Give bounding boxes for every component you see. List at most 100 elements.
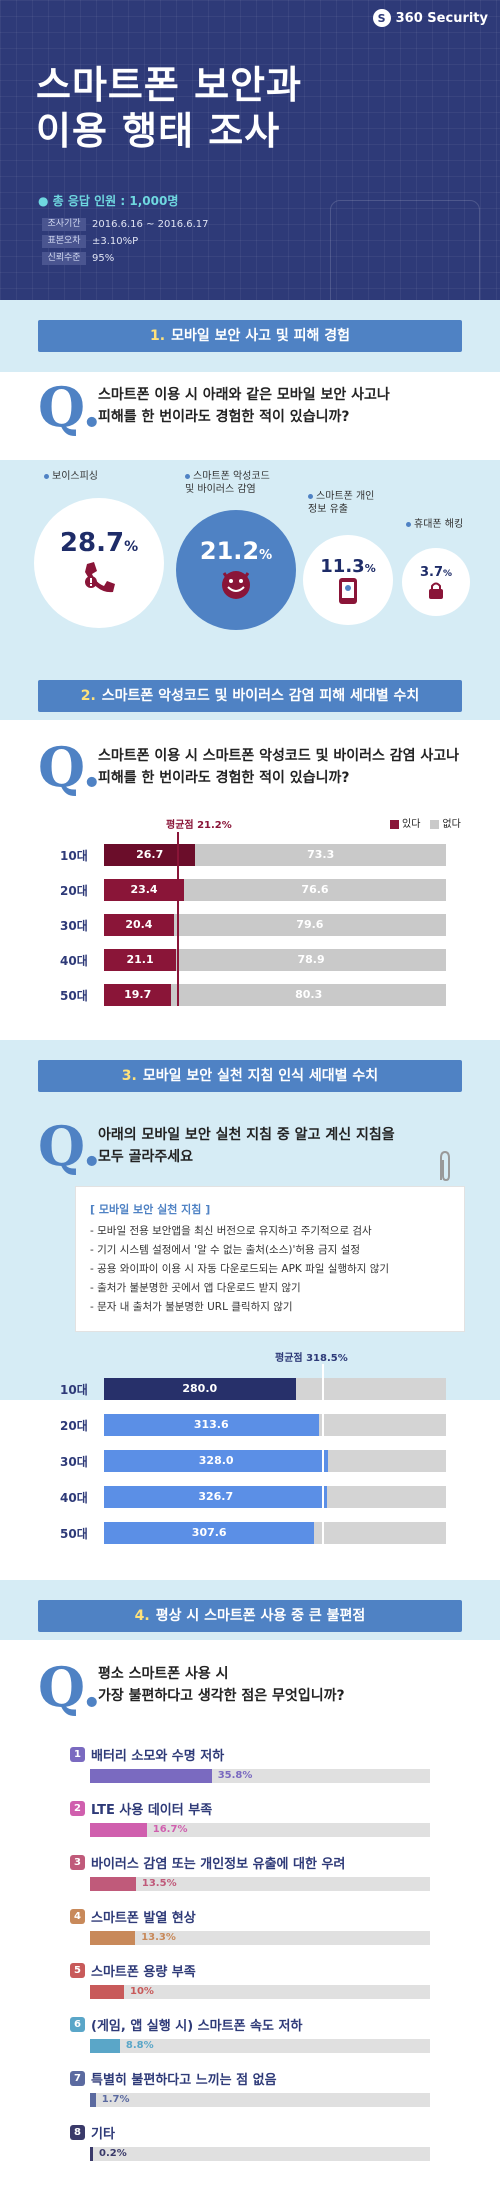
category-label: 20대: [60, 883, 88, 898]
bar-row: 30대 20.4 79.6: [60, 914, 446, 936]
meta-row: 표본오차 ±3.10%P: [42, 233, 209, 250]
bar-track: 313.6: [104, 1414, 446, 1436]
rank-label: 3 바이러스 감염 또는 개인정보 유출에 대한 우려: [70, 1853, 430, 1872]
title-line-2: 이용 행태 조사: [36, 109, 281, 153]
value-no: 80.3: [295, 988, 323, 1001]
meta-row: 신뢰수준 95%: [42, 250, 209, 267]
bar-row: 20대 313.6: [60, 1414, 446, 1436]
bar-track: 21.1 78.9: [104, 949, 446, 971]
bar-value: [104, 1486, 328, 1508]
question-line: 스마트폰 이용 시 스마트폰 악성코드 및 바이러스 감염 사고나: [98, 748, 459, 764]
section-title-text: 모바일 보안 실천 지침 인식 세대별 수치: [142, 1068, 379, 1084]
bar-no: [195, 844, 446, 866]
value-label: 328.0: [198, 1454, 234, 1467]
rank-text: 특별히 불편하다고 느끼는 점 없음: [91, 2073, 277, 2088]
rank-track: 35.8%: [90, 1769, 430, 1783]
rank-fill: [90, 1985, 124, 1999]
rank-fill: [90, 1823, 147, 1837]
average-line: [176, 832, 179, 1006]
rank-number: 5: [70, 1963, 85, 1978]
rank-fill: [90, 1877, 136, 1891]
category-label: 10대: [60, 1382, 88, 1397]
rank-label: 1 배터리 소모와 수명 저하: [70, 1745, 430, 1764]
rank-label: 8 기타: [70, 2123, 430, 2142]
rank-item: 1 배터리 소모와 수명 저하 35.8%: [70, 1745, 430, 1783]
respondent-text: 총 응답 인원 : 1,000명: [52, 194, 179, 208]
rank-number: 8: [70, 2125, 85, 2140]
bar-yes: [104, 879, 185, 901]
bar-row: 40대 326.7: [60, 1486, 446, 1508]
value-yes: 19.7: [124, 988, 152, 1001]
rank-text: 스마트폰 용량 부족: [91, 1965, 196, 1980]
category-label: 30대: [60, 1454, 88, 1469]
category-label: 40대: [60, 953, 88, 968]
value-yes: 23.4: [130, 883, 158, 896]
q-mark: Q.: [38, 375, 102, 439]
guide-title: [ 모바일 보안 실천 지침 ]: [90, 1203, 211, 1216]
legend-no: 없다: [430, 815, 461, 830]
rank-text: 스마트폰 발열 현상: [91, 1911, 196, 1926]
q-mark: Q.: [38, 1655, 102, 1719]
question-line: 피해를 한 번이라도 경험한 적이 있습니까?: [98, 409, 350, 425]
stat-value: 3.7%: [420, 565, 452, 580]
guide-item: 기기 시스템 설정에서 '알 수 없는 출처(소스)'허용 금지 설정: [90, 1241, 450, 1260]
rank-fill: [90, 1769, 212, 1783]
rank-track: 13.5%: [90, 1877, 430, 1891]
value-no: 79.6: [296, 918, 324, 931]
rank-value: 16.7%: [152, 1824, 188, 1835]
paperclip-icon: [440, 1150, 450, 1182]
rank-item: 7 특별히 불편하다고 느끼는 점 없음 1.7%: [70, 2069, 430, 2107]
category-label: 20대: [60, 1418, 88, 1433]
rank-label: 2 LTE 사용 데이터 부족: [70, 1799, 430, 1818]
bar-no: [173, 914, 446, 936]
section-number: 3.: [121, 1068, 137, 1084]
rank-number: 4: [70, 1909, 85, 1924]
brand-name: 360 Security: [395, 10, 488, 26]
average-label: 평균점 21.2%: [166, 820, 232, 831]
guide-item: 공용 와이파이 이용 시 자동 다운로드되는 APK 파일 실행하지 않기: [90, 1260, 450, 1279]
meta-value: 95%: [92, 253, 115, 264]
brand-logo-icon: S: [372, 9, 391, 27]
legend-text: 없다: [442, 819, 461, 830]
value-text: 28.7: [59, 528, 125, 558]
rank-value: 8.8%: [125, 2040, 154, 2051]
section-number: 2.: [80, 688, 96, 704]
value-no: 78.9: [297, 953, 325, 966]
rank-value: 0.2%: [99, 2148, 127, 2159]
rank-number: 7: [70, 2071, 85, 2086]
rank-track: 10%: [90, 1985, 430, 1999]
rank-fill: [90, 1931, 136, 1945]
bar-row: 10대 26.7 73.3: [60, 844, 446, 866]
bar-track: 19.7 80.3: [104, 984, 446, 1006]
guide-item: 모바일 전용 보안앱을 최신 버전으로 유지하고 주기적으로 검사: [90, 1222, 450, 1241]
value-text: 21.2: [199, 537, 260, 565]
bar-yes: [104, 984, 172, 1006]
stat-circle-privacy-leak: 11.3%: [303, 535, 393, 625]
section-1-title: 1. 모바일 보안 사고 및 피해 경험: [38, 320, 462, 352]
unit: %: [443, 568, 453, 579]
value-yes: 26.7: [136, 848, 164, 861]
rank-track: 1.7%: [90, 2093, 430, 2107]
bar-track: 26.7 73.3: [104, 844, 446, 866]
item-label: 휴대폰 해킹: [406, 518, 463, 531]
section-2-title: 2. 스마트폰 악성코드 및 바이러스 감염 피해 세대별 수치: [38, 680, 462, 712]
rank-value: 13.5%: [141, 1878, 177, 1889]
page-title: 스마트폰 보안과 이용 행태 조사: [36, 62, 302, 154]
value-no: 76.6: [301, 883, 329, 896]
bar-track: 280.0: [104, 1378, 446, 1400]
rank-label: 6 (게임, 앱 실행 시) 스마트폰 속도 저하: [70, 2015, 430, 2034]
bar-track: 20.4 79.6: [104, 914, 446, 936]
section-title-text: 평상 시 스마트폰 사용 중 큰 불편점: [155, 1608, 366, 1624]
rank-track: 8.8%: [90, 2039, 430, 2053]
rank-number: 1: [70, 1747, 85, 1762]
bar-yes: [104, 914, 174, 936]
rank-item: 3 바이러스 감염 또는 개인정보 유출에 대한 우려 13.5%: [70, 1853, 430, 1891]
meta-key: 조사기간: [42, 218, 86, 231]
rank-item: 8 기타 0.2%: [70, 2123, 430, 2161]
rank-value: 1.7%: [101, 2094, 130, 2105]
virus-icon: [222, 571, 250, 599]
smartphone-icon: [339, 577, 357, 604]
stat-value: 28.7%: [60, 528, 138, 558]
section-title-text: 모바일 보안 사고 및 피해 경험: [171, 328, 350, 344]
item-label: 스마트폰 악성코드 및 바이러스 감염: [185, 470, 275, 496]
